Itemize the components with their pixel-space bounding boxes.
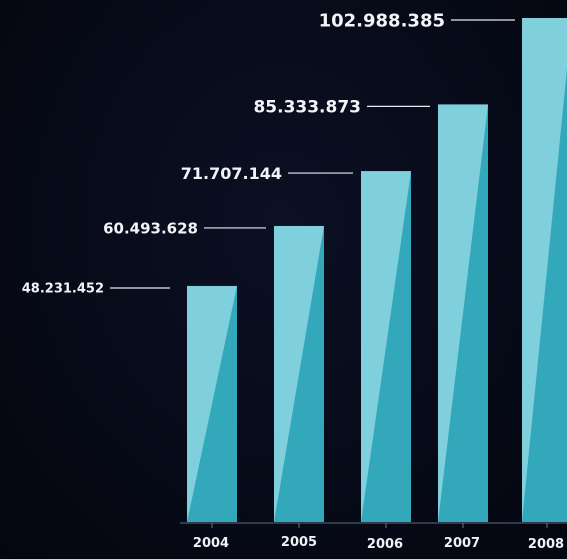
- value-label-2007: 85.333.873: [253, 98, 361, 118]
- bar-2006-shade: [361, 171, 411, 522]
- year-label-2005: 2005: [281, 535, 317, 550]
- value-label-2006: 71.707.144: [181, 164, 282, 183]
- year-label-2006: 2006: [367, 537, 403, 552]
- bar-2007: [438, 104, 488, 523]
- year-label-2007: 2007: [444, 536, 480, 551]
- bar-2006: [361, 171, 411, 522]
- bar-2004: [187, 285, 237, 522]
- bar-2004-shade: [187, 285, 237, 522]
- bar-2008-shade: [522, 68, 567, 522]
- bar-2008: [522, 18, 567, 522]
- value-label-2008: 102.988.385: [319, 10, 445, 31]
- value-label-2004: 48.231.452: [22, 282, 104, 297]
- bar-2005: [274, 225, 324, 522]
- year-label-2004: 2004: [193, 536, 229, 551]
- bar-2005-shade: [274, 225, 324, 522]
- value-label-2005: 60.493.628: [103, 219, 198, 237]
- year-label-2008: 2008: [528, 537, 564, 552]
- bar-2007-shade: [438, 104, 488, 523]
